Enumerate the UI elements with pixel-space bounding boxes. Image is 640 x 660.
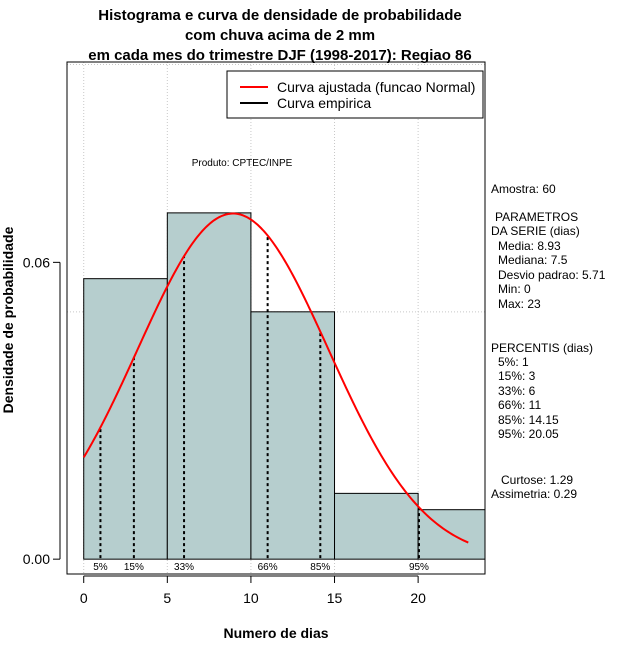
percentile-label-2: 33% — [174, 562, 194, 573]
chart-title-line-3: em cada mes do trimestre DJF (1998-2017)… — [88, 47, 472, 64]
stat-min: Min: 0 — [498, 282, 531, 296]
stat-parametros-title-1: PARAMETROS — [495, 210, 579, 224]
y-tick-label-1: 0.06 — [23, 254, 50, 270]
normal-curve-line — [82, 212, 469, 544]
y-tick-label-0: 0.00 — [23, 551, 50, 567]
percentile-label-5: 95% — [409, 562, 429, 573]
x-axis-label: Numero de dias — [223, 625, 328, 641]
stat-mediana: Mediana: 7.5 — [498, 253, 568, 267]
stat-amostra: Amostra: 60 — [491, 182, 556, 196]
percentile-label-3: 66% — [258, 562, 278, 573]
percentile-lines — [99, 235, 420, 559]
plot-frame — [66, 61, 486, 575]
legend-label-empirical: Curva empirica — [277, 95, 371, 111]
stat-p85: 85%: 14.15 — [498, 413, 559, 427]
stat-percentis-title: PERCENTIS (dias) — [491, 341, 594, 355]
histogram-bars — [83, 212, 486, 560]
legend-label-normal: Curva ajustada (funcao Normal) — [277, 79, 475, 95]
x-tick-label-2: 10 — [243, 590, 259, 606]
x-tick-label-4: 20 — [410, 590, 426, 606]
legend-box — [226, 70, 484, 119]
stat-parametros-title-2: DA SERIE (dias) — [491, 224, 580, 238]
x-tick-label-0: 0 — [80, 590, 88, 606]
histogram-bar-0 — [83, 278, 168, 560]
y-axis-label: Densidade de probabilidade — [0, 226, 16, 413]
percentile-labels: 5% 15% 33% 66% 85% 95% — [93, 562, 429, 573]
percentile-label-4: 85% — [310, 562, 330, 573]
stat-p33: 33%: 6 — [498, 384, 536, 398]
chart-title-line-1: Histograma e curva de densidade de proba… — [98, 7, 462, 24]
stat-assimetria: Assimetria: 0.29 — [491, 487, 578, 501]
stat-p66: 66%: 11 — [498, 398, 542, 412]
x-tick-label-3: 15 — [327, 590, 343, 606]
histogram-bar-2 — [250, 311, 336, 560]
stat-media: Media: 8.93 — [498, 239, 561, 253]
product-annotation: Produto: CPTEC/INPE — [192, 158, 293, 169]
stat-p15: 15%: 3 — [498, 369, 536, 383]
stat-p95: 95%: 20.05 — [498, 427, 559, 441]
stat-desvio: Desvio padrao: 5.71 — [498, 268, 606, 282]
legend: Curva ajustada (funcao Normal) Curva emp… — [226, 70, 484, 119]
x-axis: 0 5 10 15 20 — [80, 575, 426, 606]
chart-title-line-2: com chuva acima de 2 mm — [184, 27, 376, 44]
histogram-bar-3 — [334, 492, 419, 560]
y-axis: 0.00 0.06 — [23, 254, 61, 567]
x-tick-label-1: 5 — [163, 590, 171, 606]
percentile-label-1: 15% — [124, 562, 144, 573]
chart-title: Histograma e curva de densidade de proba… — [0, 6, 560, 66]
histogram-bar-1 — [166, 212, 252, 560]
stat-curtose: Curtose: 1.29 — [501, 473, 574, 487]
stat-p5: 5%: 1 — [498, 355, 529, 369]
percentile-label-0: 5% — [93, 562, 108, 573]
stat-max: Max: 23 — [498, 297, 541, 311]
